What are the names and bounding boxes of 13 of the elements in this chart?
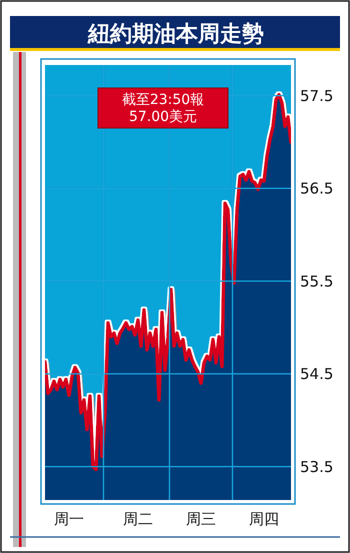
x-tick-label: 周三 — [186, 510, 216, 528]
x-tick-label: 周二 — [123, 510, 153, 528]
note-box: 截至23:50報 57.00美元 — [98, 88, 228, 128]
y-tick-label: 53.5 — [300, 458, 334, 476]
chart-title: 紐約期油本周走勢 — [87, 22, 264, 47]
annotation: 57.00美元 — [128, 109, 198, 125]
annotation: 截至23:50報 — [122, 92, 204, 108]
y-tick-label: 54.5 — [300, 365, 334, 384]
x-tick-label: 周四 — [249, 510, 279, 528]
y-tick-label: 55.5 — [300, 272, 334, 290]
y-tick-label: 56.5 — [300, 180, 334, 198]
y-tick-label: 57.5 — [300, 86, 334, 105]
x-tick-label: 周一 — [54, 510, 84, 528]
